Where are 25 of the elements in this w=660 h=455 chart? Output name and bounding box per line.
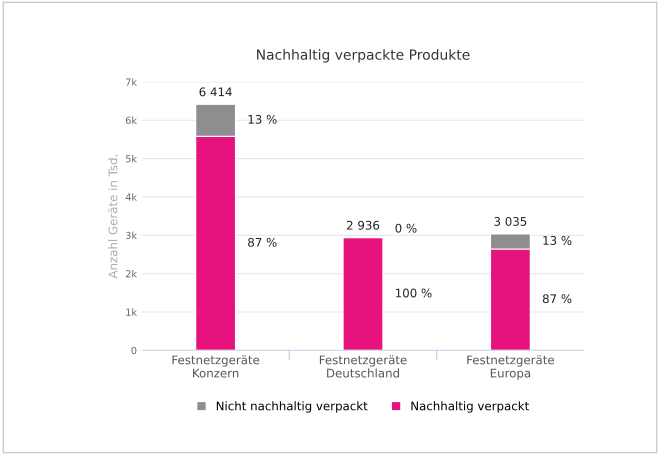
bar [342,237,384,350]
x-tick-label: Festnetzgeräte Europa [467,355,554,380]
annotation: 13 % [543,236,572,245]
annotation: 87 % [248,238,277,247]
annotation: 87 % [542,294,572,304]
total-label: 3 035 [494,216,526,226]
legend-label: Nicht nachhaltig verpackt [216,401,368,413]
y-tick-label: 6k [126,116,138,124]
y-tick-label: 7k [126,78,138,86]
annotation: 100 % [396,288,432,298]
chart-title: Nachhaltig verpackte Produkte [257,49,470,63]
y-axis-title: Anzahl Geräte in Tsd. [108,154,118,278]
y-tick-label: 1k [126,308,138,316]
y-tick-label: 5k [126,154,138,162]
total-label: 6 414 [200,87,232,96]
annotation: 13 % [248,114,277,124]
y-tick-label: 3k [126,232,138,240]
legend-label: Nachhaltig verpackt [411,401,529,413]
x-tick-label: Festnetzgeräte Konzern [172,355,260,378]
y-tick-label: 0 [131,346,136,354]
total-label: 2 936 [346,220,380,230]
x-tick-label: Festnetzgeräte Deutschland [320,355,407,378]
annotation: 0 % [395,224,417,233]
y-tick-label: 4k [126,193,138,201]
y-tick-label: 2k [126,270,138,278]
